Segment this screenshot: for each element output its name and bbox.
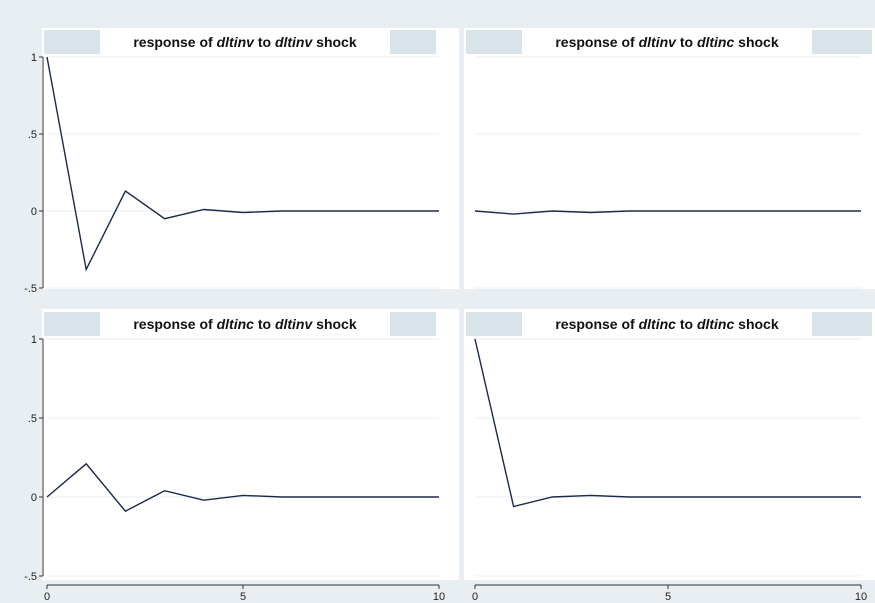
panels-group: response of dltinv to dltinv shock 1 .5 0 -.… <box>24 28 875 603</box>
panel-title: response of dltinv to dltinv shock <box>133 34 357 50</box>
title-variable: dltinc <box>697 34 735 50</box>
panel-frame <box>464 309 875 580</box>
response-line <box>474 338 861 508</box>
title-text: shock <box>312 34 357 50</box>
title-text: response of <box>555 34 638 50</box>
panel-2: response of dltinv to dltinc shock <box>464 28 875 289</box>
panel-4: response of dltinc to dltinc shock 0 5 10 <box>464 309 875 603</box>
x-tick-label: 0 <box>44 591 50 603</box>
panel-title: response of dltinv to dltinc shock <box>555 34 779 50</box>
title-variable: dltinv <box>217 34 256 50</box>
title-variable: dltinc <box>697 316 735 332</box>
title-text: response of <box>555 316 638 332</box>
title-text: shock <box>312 316 357 332</box>
y-tick-label: 1 <box>31 334 37 346</box>
title-text: to <box>254 34 275 50</box>
x-tick-label: 0 <box>472 591 478 603</box>
title-text: response of <box>133 34 216 50</box>
title-text: response of <box>133 316 216 332</box>
title-variable: dltinc <box>639 316 677 332</box>
y-tick-label: .5 <box>28 413 37 425</box>
title-box <box>522 30 812 54</box>
x-tick-label: 5 <box>240 591 246 603</box>
y-tick-label: 0 <box>31 206 37 218</box>
y-tick-label: -.5 <box>24 283 37 295</box>
panel-frame <box>464 28 875 289</box>
title-text: shock <box>734 316 779 332</box>
panel-title: response of dltinc to dltinv shock <box>133 316 357 332</box>
title-text: shock <box>734 34 779 50</box>
title-box <box>100 312 390 336</box>
response-line <box>46 56 439 272</box>
y-tick-label: 1 <box>31 52 37 64</box>
title-text: to <box>676 34 697 50</box>
panel-3: response of dltinc to dltinv shock 1 .5 0 -.… <box>24 309 459 603</box>
title-variable: dltinv <box>275 34 314 50</box>
title-variable: dltinv <box>639 34 678 50</box>
title-text: to <box>676 316 697 332</box>
title-variable: dltinc <box>217 316 255 332</box>
response-line <box>46 462 439 513</box>
title-text: to <box>254 316 275 332</box>
panel-title: response of dltinc to dltinc shock <box>555 316 779 332</box>
y-tick-label: 0 <box>31 492 37 504</box>
response-line <box>474 210 861 215</box>
y-tick-label: -.5 <box>24 571 37 583</box>
x-tick-label: 5 <box>665 591 671 603</box>
title-box <box>100 30 390 54</box>
x-tick-label: 10 <box>855 591 867 603</box>
panel-1: response of dltinv to dltinv shock 1 .5 0 -.… <box>24 28 459 295</box>
panel-frame <box>42 309 459 580</box>
panel-frame <box>42 28 459 289</box>
y-tick-label: .5 <box>28 129 37 141</box>
x-tick-label: 10 <box>433 591 445 603</box>
title-variable: dltinv <box>275 316 314 332</box>
title-box <box>522 312 812 336</box>
